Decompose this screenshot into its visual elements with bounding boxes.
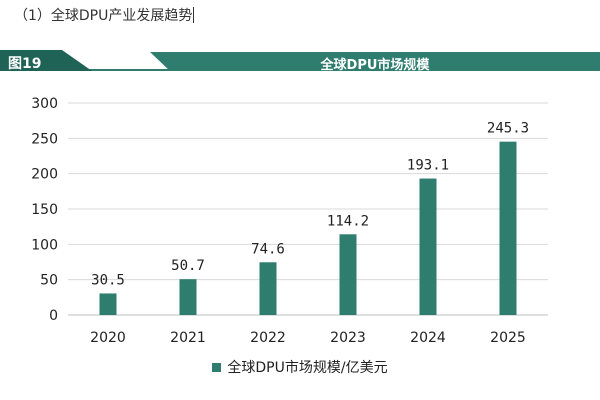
figure-number: 图19 <box>8 56 42 72</box>
y-tick-label: 0 <box>49 308 58 324</box>
figure-title: 全球DPU市场规模 <box>320 58 430 73</box>
x-tick-label-2022: 2022 <box>250 330 286 346</box>
data-label-2023: 114.2 <box>327 213 369 229</box>
figure-banner: 图19 全球DPU市场规模 <box>0 50 600 74</box>
bar-2022 <box>259 262 277 315</box>
x-tick-label-2024: 2024 <box>410 330 446 346</box>
x-tick-label-2023: 2023 <box>330 330 366 346</box>
y-tick-label: 50 <box>40 273 58 289</box>
x-axis: 2020 2021 2022 2023 2024 2025 <box>90 330 526 346</box>
x-tick-label-2020: 2020 <box>90 330 126 346</box>
data-label-2025: 245.3 <box>487 121 529 137</box>
section-heading-text: （1）全球DPU产业发展趋势 <box>14 8 193 24</box>
section-heading: （1）全球DPU产业发展趋势 <box>14 5 195 25</box>
y-tick-label: 250 <box>31 131 58 147</box>
bar-2021 <box>179 279 197 315</box>
figure-banner-shape <box>0 50 600 71</box>
legend-swatch <box>212 363 222 372</box>
legend-label: 全球DPU市场规模/亿美元 <box>227 360 388 376</box>
x-tick-label-2025: 2025 <box>490 330 526 346</box>
x-tick-label-2021: 2021 <box>170 330 206 346</box>
y-axis: 0 50 100 150 200 250 300 <box>31 96 58 324</box>
y-tick-label: 200 <box>31 167 58 183</box>
bar-2024 <box>419 178 437 315</box>
bar-2023 <box>339 234 357 315</box>
y-tick-label: 150 <box>31 202 58 218</box>
gridlines <box>68 102 548 316</box>
bar-2025 <box>499 141 517 315</box>
legend: 全球DPU市场规模/亿美元 <box>0 357 600 377</box>
text-cursor <box>193 7 195 23</box>
bar-chart: 0 50 100 150 200 250 300 30.5 50.7 74.6 114.2 193.… <box>31 96 548 346</box>
y-tick-label: 100 <box>31 237 58 253</box>
bar-2020 <box>99 293 117 315</box>
bars: 30.5 50.7 74.6 114.2 193.1 245.3 <box>91 121 529 315</box>
data-label-2024: 193.1 <box>407 158 449 174</box>
data-label-2021: 50.7 <box>171 258 205 274</box>
y-tick-label: 300 <box>31 96 58 112</box>
data-label-2020: 30.5 <box>91 272 125 288</box>
data-label-2022: 74.6 <box>251 241 285 257</box>
